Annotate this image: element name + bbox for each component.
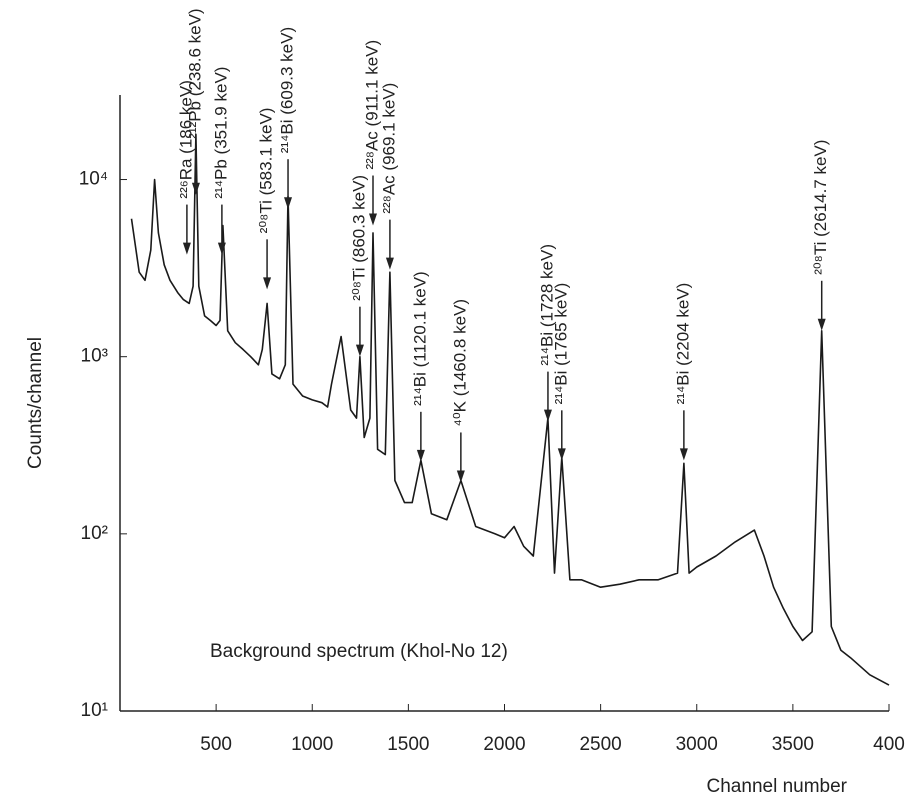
peak-label: ²²⁶Ra (186 keV) [176,80,195,198]
arrow-head [385,257,394,270]
arrow-head [355,344,364,357]
y-tick-label: 10³ [81,346,108,367]
arrow-head [217,242,226,255]
y-tick-label: 10¹ [81,700,108,721]
peak-label: ²¹²Pb (238.6 keV) [185,8,204,138]
x-tick-label: 3000 [676,734,718,755]
arrow-head [543,409,552,422]
peak-label: ²¹⁴Bi (1728 keV) [537,244,556,366]
arrow-head [456,470,465,483]
x-tick-label: 1500 [387,734,429,755]
y-axis-label: Counts/channel [25,337,46,469]
peak-label: ²⁰⁸Ti (2614.7 keV) [811,140,830,275]
arrow-head [557,448,566,461]
x-tick-label: 2000 [483,734,525,755]
peak-label: ²¹⁴Bi (609.3 keV) [278,27,297,153]
peak-label: ⁴⁰K (1460.8 keV) [450,299,469,427]
peak-label: ²⁰⁸Ti (583.1 keV) [257,108,276,234]
x-tick-label: 3500 [772,734,814,755]
peak-label: ²²⁸Ac (969.1 keV) [379,83,398,214]
y-tick-label: 10² [81,523,108,544]
peak-label: ²⁰⁸Ti (860.3 keV) [349,175,368,301]
arrow-head [284,197,293,210]
arrow-head [679,448,688,461]
x-tick-label: 500 [200,734,232,755]
peak-label: ²²⁸Ac (911.1 keV) [362,40,381,170]
x-tick-label: 1000 [291,734,333,755]
x-axis-label: Channel number [707,776,848,797]
arrow-head [263,277,272,290]
peak-label: ²¹⁴Bi (1765 keV) [551,283,570,405]
x-tick-label: 400 [873,734,905,755]
note: Background spectrum (Khol-No 12) [210,641,508,662]
arrow-head [416,449,425,462]
peak-label: ²¹⁴Pb (351.9 keV) [211,67,230,199]
x-tick-label: 2500 [579,734,621,755]
arrow-head [369,213,378,226]
arrow-head [182,242,191,255]
peak-label: ²¹⁴Bi (2204 keV) [673,283,692,405]
arrow-head [191,182,200,195]
spectrum-line [130,133,890,686]
arrow-head [817,318,826,331]
peak-label: ²¹⁴Bi (1120.1 keV) [410,271,429,406]
y-tick-label: 10⁴ [79,169,108,190]
